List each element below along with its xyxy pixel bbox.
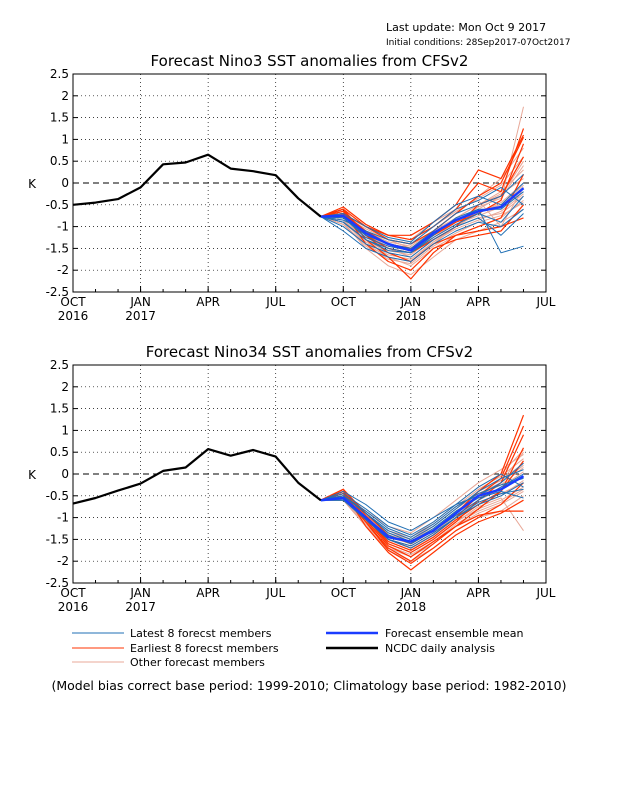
series-earliest-member bbox=[320, 128, 525, 241]
y-axis-label: K bbox=[28, 177, 37, 191]
series-latest-member bbox=[320, 213, 524, 258]
chart-panel-nino34: Forecast Nino34 SST anomalies from CFSv2… bbox=[28, 343, 556, 614]
y-tick-label: 0.5 bbox=[50, 445, 69, 459]
series-observed bbox=[72, 153, 322, 218]
series-other-member bbox=[320, 490, 524, 558]
y-tick-label: 1 bbox=[61, 132, 69, 146]
x-tick-label: JAN bbox=[400, 586, 422, 600]
series-earliest-member bbox=[320, 136, 525, 245]
y-tick-label: -1.5 bbox=[46, 532, 69, 546]
y-tick-label: -1 bbox=[57, 220, 69, 234]
series-latest-member bbox=[320, 208, 524, 262]
y-tick-label: -1 bbox=[57, 511, 69, 525]
x-year-label: 2017 bbox=[125, 600, 156, 614]
y-tick-label: -1.5 bbox=[46, 241, 69, 255]
x-tick-label: OCT bbox=[60, 295, 86, 309]
series-other-member bbox=[320, 187, 524, 241]
y-tick-label: 2.5 bbox=[50, 358, 69, 372]
y-tick-label: 0 bbox=[61, 176, 69, 190]
y-axis-label: K bbox=[28, 468, 37, 482]
x-tick-label: JUL bbox=[265, 295, 285, 309]
legend-label-mean: Forecast ensemble mean bbox=[385, 627, 524, 640]
series-latest-member bbox=[320, 488, 524, 547]
y-tick-label: -0.5 bbox=[46, 489, 69, 503]
series-latest-member bbox=[320, 477, 524, 538]
x-tick-label: JAN bbox=[400, 295, 422, 309]
x-tick-label: JAN bbox=[129, 295, 151, 309]
footnote: (Model bias correct base period: 1999-20… bbox=[51, 678, 566, 693]
series-earliest-member bbox=[320, 482, 524, 565]
legend-label-latest: Latest 8 forecst members bbox=[130, 627, 272, 640]
series-observed bbox=[72, 448, 322, 505]
x-tick-label: OCT bbox=[331, 586, 357, 600]
initial-conditions-text: Initial conditions: 28Sep2017-07Oct2017 bbox=[386, 38, 570, 48]
series-ensemble-mean bbox=[320, 187, 525, 252]
y-tick-label: 2 bbox=[61, 380, 69, 394]
x-tick-label: APR bbox=[196, 295, 220, 309]
x-tick-label: OCT bbox=[331, 295, 357, 309]
x-tick-label: JUL bbox=[535, 586, 555, 600]
y-tick-label: 1 bbox=[61, 423, 69, 437]
x-year-label: 2017 bbox=[125, 309, 156, 323]
legend-label-earliest: Earliest 8 forecst members bbox=[130, 642, 279, 655]
series-ensemble-mean bbox=[320, 475, 525, 543]
chart-panel-nino3: Forecast Nino3 SST anomalies from CFSv2 K… bbox=[28, 52, 556, 323]
series-latest-member bbox=[320, 195, 524, 254]
y-tick-label: -2.5 bbox=[46, 285, 69, 299]
series-latest-member bbox=[320, 182, 524, 243]
series-other-member bbox=[320, 193, 524, 260]
y-tick-label: 0.5 bbox=[50, 154, 69, 168]
y-tick-label: 0 bbox=[61, 467, 69, 481]
y-tick-label: -2 bbox=[57, 263, 69, 277]
chart-title: Forecast Nino34 SST anomalies from CFSv2 bbox=[146, 343, 473, 361]
x-year-label: 2018 bbox=[396, 600, 427, 614]
series-other-member bbox=[320, 488, 524, 556]
series-latest-member bbox=[320, 473, 524, 536]
x-tick-label: JAN bbox=[129, 586, 151, 600]
y-tick-label: -2 bbox=[57, 554, 69, 568]
legend: Latest 8 forecst members Earliest 8 fore… bbox=[72, 627, 524, 669]
x-tick-label: APR bbox=[196, 586, 220, 600]
y-tick-label: 2.5 bbox=[50, 67, 69, 81]
x-tick-label: APR bbox=[467, 295, 491, 309]
x-tick-label: JUL bbox=[265, 586, 285, 600]
last-update-text: Last update: Mon Oct 9 2017 bbox=[386, 21, 546, 34]
y-tick-label: 1.5 bbox=[50, 402, 69, 416]
x-tick-label: JUL bbox=[535, 295, 555, 309]
x-tick-label: APR bbox=[467, 586, 491, 600]
y-tick-label: 1.5 bbox=[50, 111, 69, 125]
x-tick-label: OCT bbox=[60, 586, 86, 600]
y-tick-label: -2.5 bbox=[46, 576, 69, 590]
x-year-label: 2016 bbox=[58, 600, 89, 614]
legend-label-other: Other forecast members bbox=[130, 656, 265, 669]
chart-title: Forecast Nino3 SST anomalies from CFSv2 bbox=[151, 52, 469, 70]
legend-label-observed: NCDC daily analysis bbox=[385, 642, 495, 655]
x-year-label: 2018 bbox=[396, 309, 427, 323]
y-tick-label: -0.5 bbox=[46, 198, 69, 212]
y-tick-label: 2 bbox=[61, 89, 69, 103]
x-year-label: 2016 bbox=[58, 309, 89, 323]
